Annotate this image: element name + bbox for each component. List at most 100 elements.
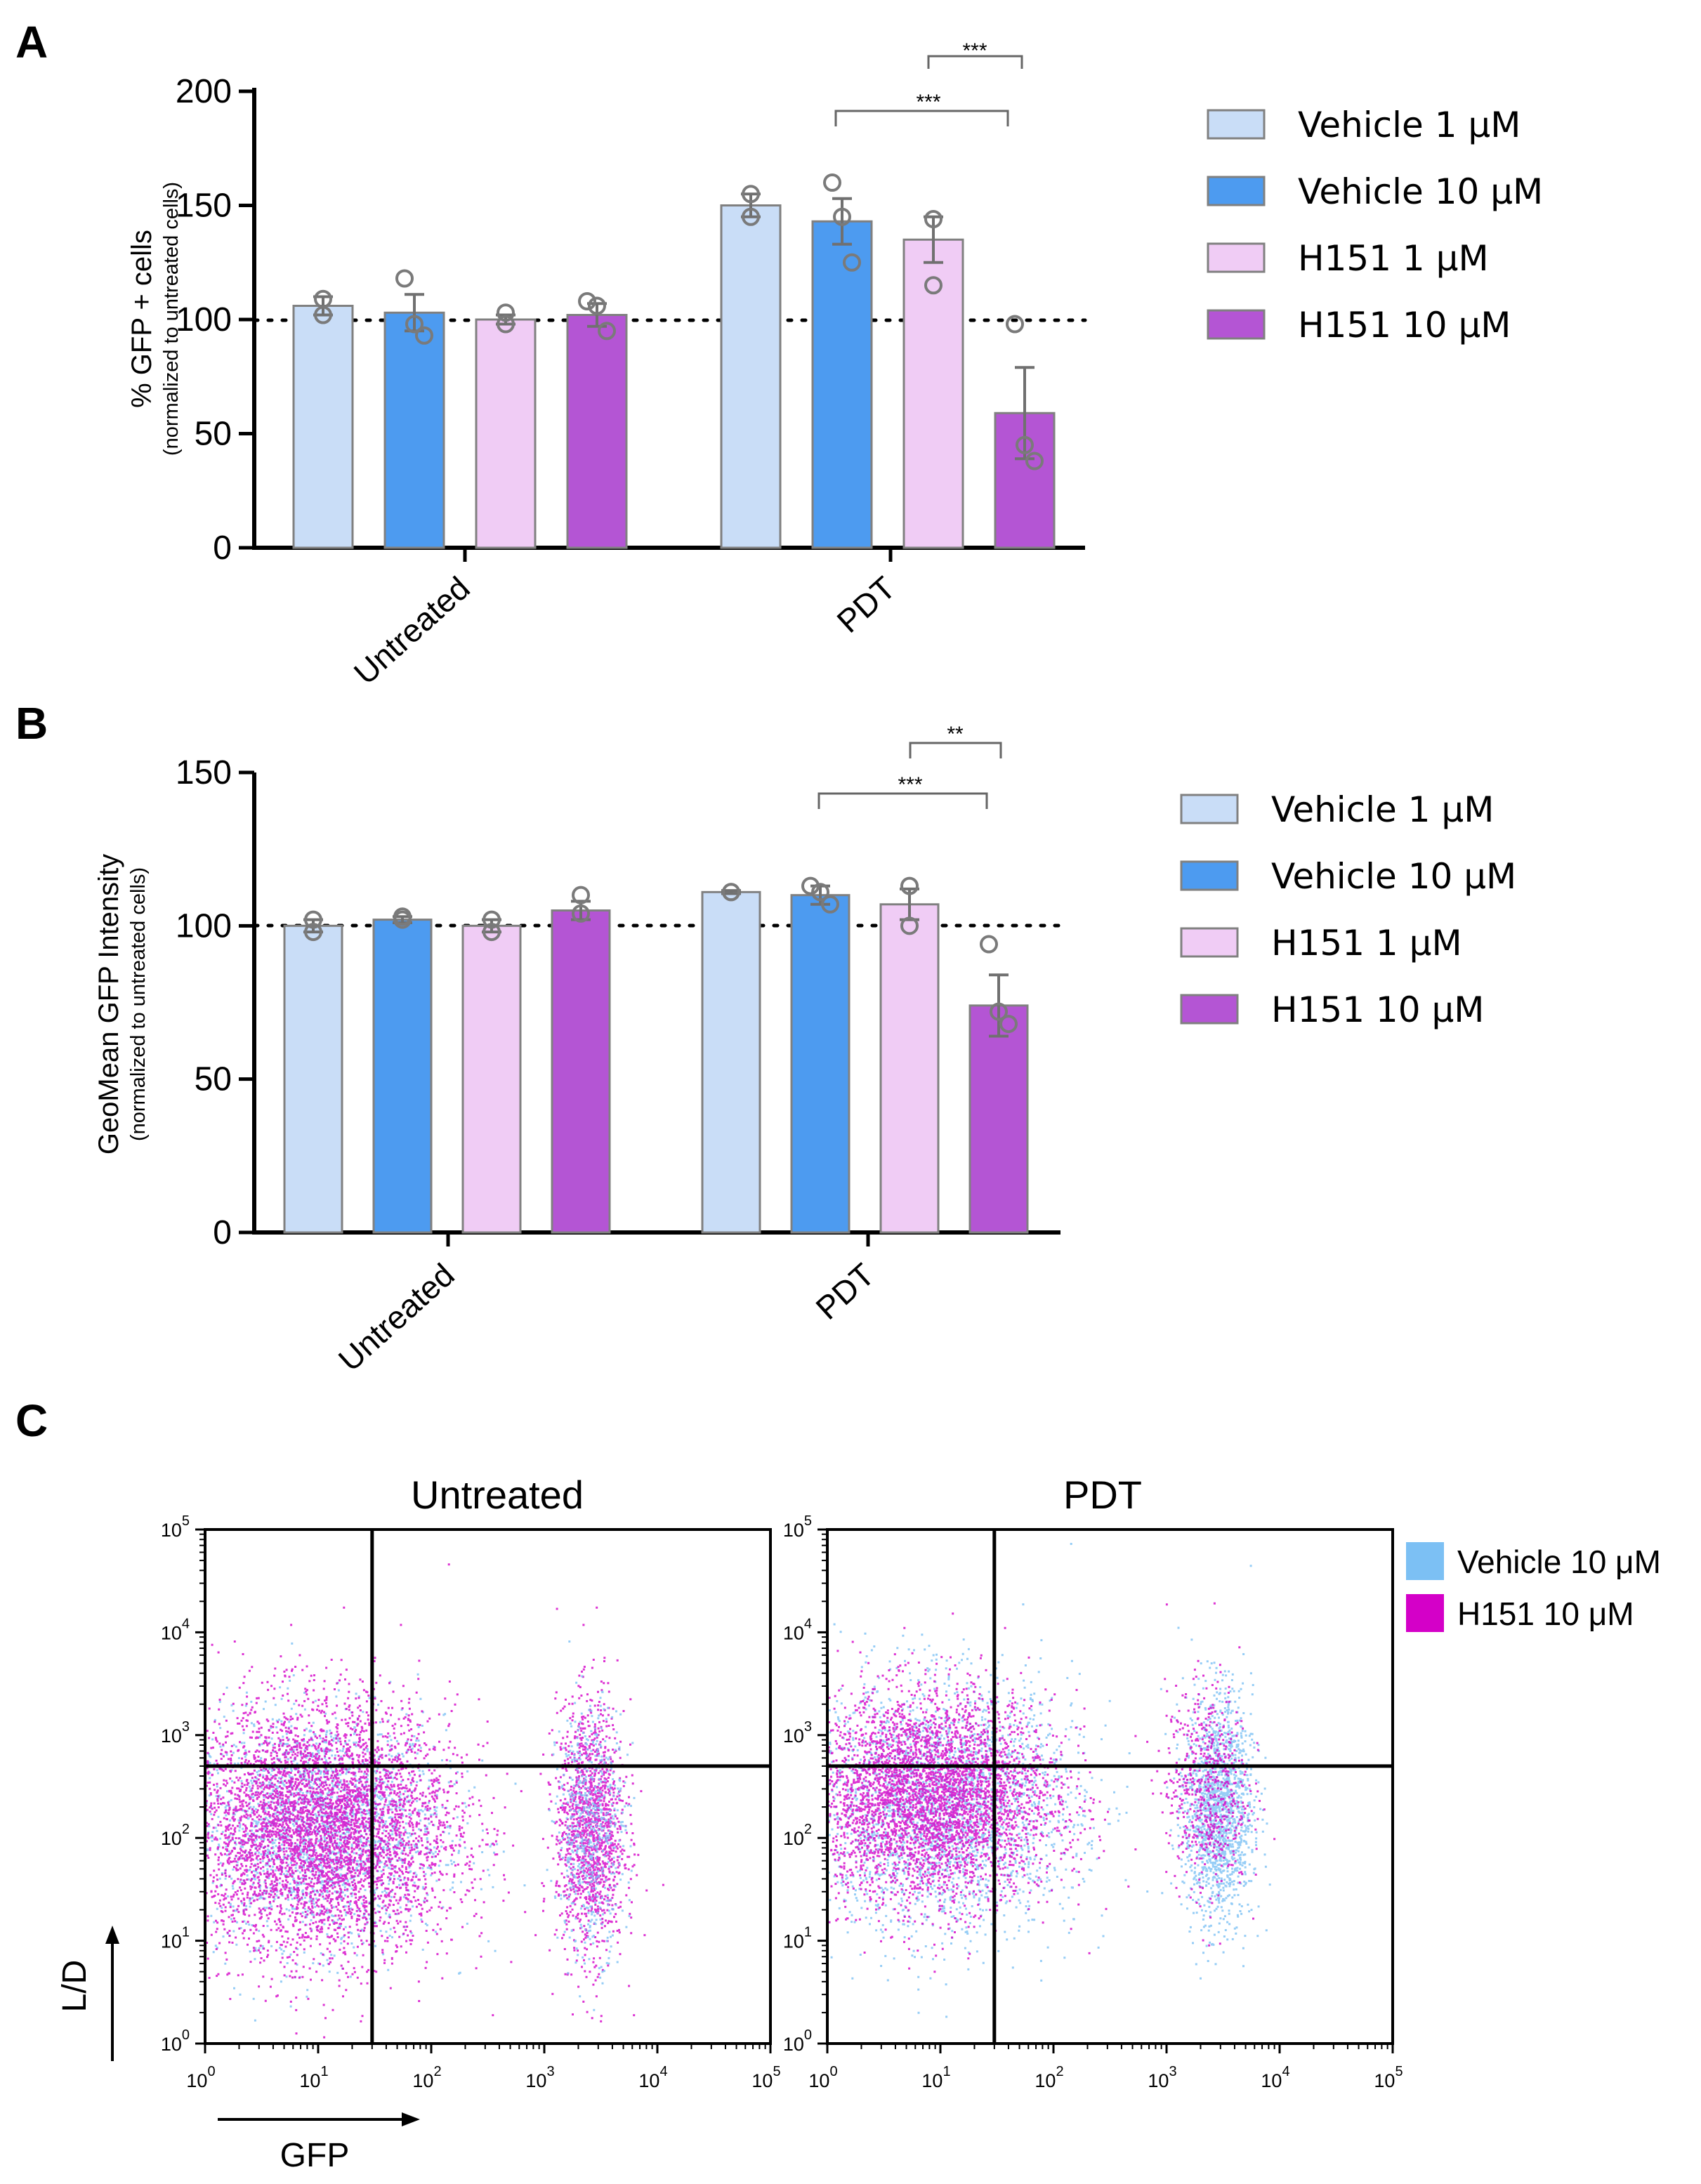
flow-y-tick-label: 105 xyxy=(161,1513,190,1541)
panel-a-data-point xyxy=(598,322,616,341)
flow-legend: Vehicle 10 μM H151 10 μM xyxy=(1406,1542,1661,1632)
panel-b-y-label-sub: (normalized to untreated cells) xyxy=(127,867,150,1141)
panel-a-data-point xyxy=(823,173,841,192)
flow-x-tick-label: 102 xyxy=(412,2064,441,2091)
flow-cluster-vehicle-10-m xyxy=(546,1640,636,2011)
panel-a-data-point xyxy=(395,269,414,288)
panel-b-data-point xyxy=(900,876,919,895)
panel-b-data-point xyxy=(722,883,740,902)
panel-b-data-point xyxy=(980,935,998,954)
flow-x-tick-label: 101 xyxy=(299,2064,328,2091)
flow-frame-border xyxy=(826,1528,1394,2045)
panel-a-bar-chart: A 0 50 100 150 200 % GFP + cells (normalized… xyxy=(15,17,1543,692)
panel-a-sig-bracket-2 xyxy=(834,110,1009,126)
flow-x-tick-label: 103 xyxy=(1148,2064,1176,2091)
panel-b-sig-label-1: ** xyxy=(947,723,964,746)
panel-a-bars xyxy=(292,173,1056,549)
panel-a-data-point xyxy=(742,207,760,226)
panel-b-sig-bracket-1 xyxy=(909,742,1002,758)
panel-a-legend-swatch xyxy=(1207,309,1266,340)
panel-b-data-point xyxy=(821,895,839,914)
panel-a-y-tick-label: 50 xyxy=(195,416,232,453)
panel-b-data-point xyxy=(482,923,501,942)
panel-b-legend-swatch xyxy=(1180,794,1239,824)
panel-b-data-point xyxy=(900,916,919,935)
panel-a-data-point xyxy=(405,315,423,334)
flow-y-tick-label: 101 xyxy=(161,1925,190,1952)
panel-a-data-point xyxy=(1006,315,1024,334)
panel-letter-c: C xyxy=(15,1395,48,1446)
flow-x-arrow-head-icon xyxy=(402,2112,420,2126)
panel-b-legend-swatch xyxy=(1180,860,1239,891)
flow-y-tick-label: 103 xyxy=(161,1719,190,1746)
panel-b-data-point xyxy=(572,904,590,923)
flow-y-tick-label: 100 xyxy=(161,2027,190,2055)
panel-b-bar xyxy=(879,903,940,1234)
panel-b-bar-chart: B 0 50 100 150 GeoMean GFP Intensity (norma… xyxy=(15,698,1516,1379)
panel-a-bar xyxy=(383,311,445,549)
panel-a-data-point xyxy=(578,292,596,310)
panel-a-bar xyxy=(811,220,873,549)
flow-y-tick-label: 103 xyxy=(783,1719,812,1746)
flow-cluster-h151-10-m xyxy=(205,1563,611,2039)
panel-b-sig-bracket-2 xyxy=(817,792,988,809)
panel-b-data-point xyxy=(990,1002,1008,1021)
flow-pdt-points xyxy=(826,1528,1394,2045)
panel-b-data-point xyxy=(304,923,322,942)
panel-b-bar xyxy=(790,894,850,1234)
panel-a-legend-label: Vehicle 10 μM xyxy=(1298,171,1543,212)
panel-a-legend-swatch xyxy=(1207,109,1266,140)
panel-a-legend-label: H151 10 μM xyxy=(1298,305,1511,346)
panel-b-data-point xyxy=(304,910,322,929)
panel-b-data-point xyxy=(999,1015,1018,1034)
flow-y-arrow-head-icon xyxy=(105,1926,119,1944)
panel-a-data-point xyxy=(924,210,943,228)
panel-b-y-tick-label: 50 xyxy=(195,1061,232,1098)
panel-a-data-point xyxy=(314,305,332,324)
panel-a-legend-swatch xyxy=(1207,176,1266,206)
panel-b-data-point xyxy=(572,886,590,904)
panel-a-bar xyxy=(902,238,964,549)
panel-a-y-tick-label: 100 xyxy=(176,301,232,338)
panel-b-bar xyxy=(372,919,433,1234)
flow-x-tick-label: 100 xyxy=(808,2064,837,2091)
panel-letter-b: B xyxy=(15,698,48,749)
panel-a-significance: *** *** xyxy=(834,39,1023,126)
panel-a-data-point xyxy=(843,253,861,272)
flow-y-tick-label: 105 xyxy=(783,1513,812,1541)
panel-b-legend: Vehicle 1 μM Vehicle 10 μM H151 1 μM H151 1… xyxy=(1180,789,1516,1030)
panel-b-bar xyxy=(461,924,522,1234)
flow-y-tick-label: 104 xyxy=(161,1616,190,1643)
flow-x-tick-label: 105 xyxy=(1374,2064,1403,2091)
flow-y-tick-label: 104 xyxy=(783,1616,812,1643)
flow-x-tick-label: 105 xyxy=(751,2064,780,2091)
flow-y-axis-label: L/D xyxy=(56,1960,93,2013)
panel-b-bar xyxy=(551,909,611,1234)
panel-b-y-label-main: GeoMean GFP Intensity xyxy=(93,854,124,1155)
panel-b-significance: ** *** xyxy=(817,723,1002,809)
flow-untreated-title: Untreated xyxy=(411,1473,584,1517)
flow-legend-label-vehicle: Vehicle 10 μM xyxy=(1457,1544,1661,1580)
panel-b-legend-label: H151 10 μM xyxy=(1271,989,1484,1030)
flow-x-tick-label: 104 xyxy=(638,2064,667,2091)
panel-a-sig-label-2: *** xyxy=(916,91,940,114)
panel-a-data-point xyxy=(415,326,433,345)
flow-pdt-title: PDT xyxy=(1063,1473,1142,1517)
panel-b-y-tick-label: 150 xyxy=(176,754,232,791)
panel-letter-a: A xyxy=(15,17,48,67)
flow-legend-swatch-h151 xyxy=(1406,1594,1444,1632)
panel-a-data-point xyxy=(924,276,943,295)
flow-cluster-vehicle-10-m xyxy=(1160,1565,1271,1980)
panel-b-legend-label: Vehicle 1 μM xyxy=(1271,789,1494,830)
panel-b-legend-swatch xyxy=(1180,927,1239,958)
panel-a-y-tick-label: 0 xyxy=(213,529,232,567)
flow-x-tick-label: 100 xyxy=(186,2064,215,2091)
panel-a-data-point xyxy=(833,207,851,226)
panel-a-legend-label: H151 1 μM xyxy=(1298,238,1489,279)
panel-b-data-point xyxy=(482,910,501,929)
panel-a-legend: Vehicle 1 μM Vehicle 10 μM H151 1 μM H151 1… xyxy=(1207,105,1543,346)
flow-y-tick-label: 102 xyxy=(783,1822,812,1849)
panel-a-bar xyxy=(566,314,628,549)
panel-b-y-ticks: 0 50 100 150 xyxy=(176,754,254,1251)
panel-b-category-untreated: Untreated xyxy=(331,1256,461,1379)
